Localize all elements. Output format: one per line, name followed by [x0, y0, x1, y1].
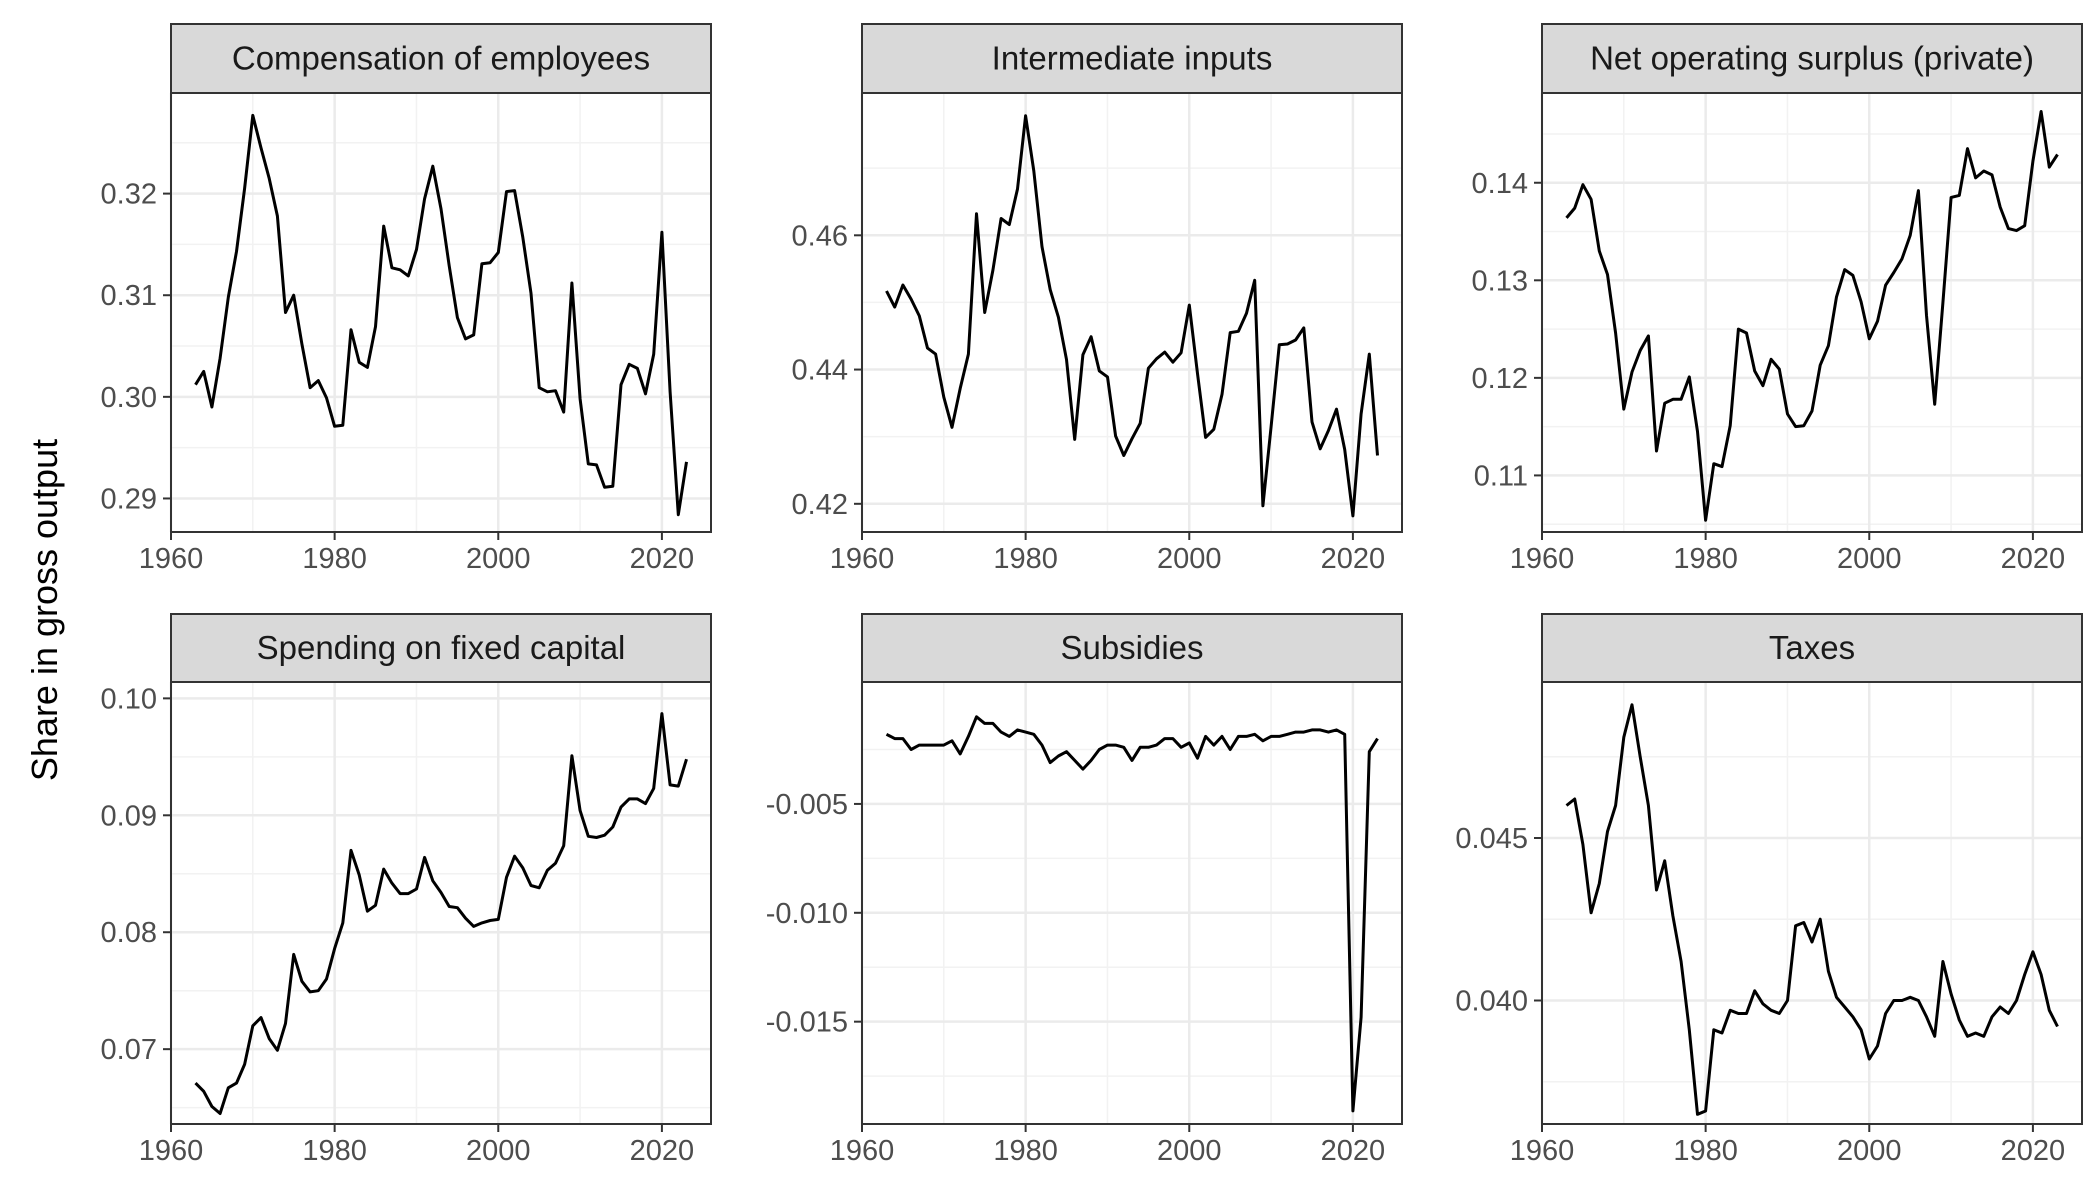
y-tick-label: 0.29	[101, 483, 157, 515]
y-tick-label: 0.14	[1472, 168, 1528, 200]
x-tick-label: 1980	[1673, 1135, 1738, 1167]
facet-title: Spending on fixed capital	[257, 629, 626, 666]
x-tick-label: 1960	[830, 1135, 895, 1167]
y-tick-label: 0.13	[1472, 265, 1528, 297]
x-tick-label: 2000	[1157, 543, 1222, 575]
x-tick-label: 1980	[993, 543, 1058, 575]
y-tick-label: 0.31	[101, 280, 157, 312]
facet-title: Intermediate inputs	[992, 40, 1273, 77]
x-tick-label: 2000	[1837, 543, 1902, 575]
series-line-taxes	[1565, 703, 2059, 1116]
facet-strip	[170, 23, 712, 94]
y-tick-label: -0.010	[766, 898, 848, 930]
x-tick-label: 2000	[1157, 1135, 1222, 1167]
facet-strip	[1541, 613, 2083, 683]
y-tick-label: 0.46	[792, 220, 848, 252]
y-tick-label: 0.32	[101, 179, 157, 211]
y-tick-label: 0.11	[1474, 460, 1528, 492]
x-tick-label: 1960	[1510, 1135, 1575, 1167]
panel-border	[1541, 92, 2083, 533]
x-tick-label: 1960	[830, 543, 895, 575]
series-line-net-operating-surplus-private	[1565, 110, 2059, 522]
facet-title: Subsidies	[1060, 629, 1203, 666]
x-tick-label: 2000	[466, 1135, 531, 1167]
y-tick-label: 0.07	[101, 1034, 157, 1066]
x-tick-label: 1960	[1510, 543, 1575, 575]
x-tick-label: 2020	[2001, 1135, 2066, 1167]
y-tick-label: 0.10	[101, 683, 157, 715]
x-tick-label: 2020	[1321, 1135, 1386, 1167]
panel-border	[861, 92, 1403, 533]
facet-title: Compensation of employees	[232, 40, 650, 77]
y-axis-label: Share in gross output	[24, 439, 65, 781]
y-tick-label: -0.015	[766, 1007, 848, 1039]
x-tick-label: 2000	[466, 543, 531, 575]
facet-strip	[1541, 23, 2083, 94]
facet-strip	[861, 23, 1403, 94]
panel-border	[861, 681, 1403, 1125]
y-tick-label: 0.08	[101, 917, 157, 949]
x-tick-label: 1960	[139, 1135, 204, 1167]
x-tick-label: 1960	[139, 543, 204, 575]
facet-title: Taxes	[1769, 629, 1855, 666]
x-tick-label: 2020	[630, 543, 695, 575]
y-tick-label: 0.42	[792, 489, 848, 521]
y-tick-label: 0.09	[101, 800, 157, 832]
panel-border	[170, 681, 712, 1125]
x-tick-label: 1980	[302, 543, 367, 575]
panel-taxes: Taxes 1960 1980 2000 2020 0.040 0.045	[1455, 613, 2083, 1167]
series-line-spending-on-fixed-capital	[194, 712, 688, 1115]
panel-compensation-of-employees: Compensation of employees 1960 1980 2000 202…	[101, 23, 712, 575]
y-tick-label: 0.30	[101, 382, 157, 414]
x-tick-label: 2000	[1837, 1135, 1902, 1167]
x-tick-label: 2020	[1321, 543, 1386, 575]
panel-spending-on-fixed-capital: Spending on fixed capital 1960 1980 2000 202…	[101, 613, 712, 1167]
facet-title: Net operating surplus (private)	[1590, 40, 2034, 77]
y-tick-label: 0.045	[1455, 823, 1528, 855]
series-line-intermediate-inputs	[885, 114, 1379, 518]
series-line-compensation-of-employees	[194, 113, 688, 517]
panel-border	[170, 92, 712, 533]
panel-subsidies: Subsidies 1960 1980 2000 2020 -0.015 -0.010 -0.…	[766, 613, 1403, 1167]
panel-intermediate-inputs: Intermediate inputs 1960 1980 2000 2020 0.42 0…	[792, 23, 1403, 575]
facet-strip	[170, 613, 712, 683]
x-tick-label: 2020	[2001, 543, 2066, 575]
x-tick-label: 1980	[1673, 543, 1738, 575]
series-line-subsidies	[885, 715, 1379, 1113]
x-tick-label: 1980	[993, 1135, 1058, 1167]
y-tick-label: 0.040	[1455, 986, 1528, 1018]
facet-strip	[861, 613, 1403, 683]
x-tick-label: 1980	[302, 1135, 367, 1167]
y-tick-label: 0.44	[792, 355, 848, 387]
y-tick-label: 0.12	[1472, 363, 1528, 395]
y-tick-label: -0.005	[766, 789, 848, 821]
panel-net-operating-surplus-private: Net operating surplus (private) 1960 1980 2…	[1472, 23, 2083, 575]
x-tick-label: 2020	[630, 1135, 695, 1167]
